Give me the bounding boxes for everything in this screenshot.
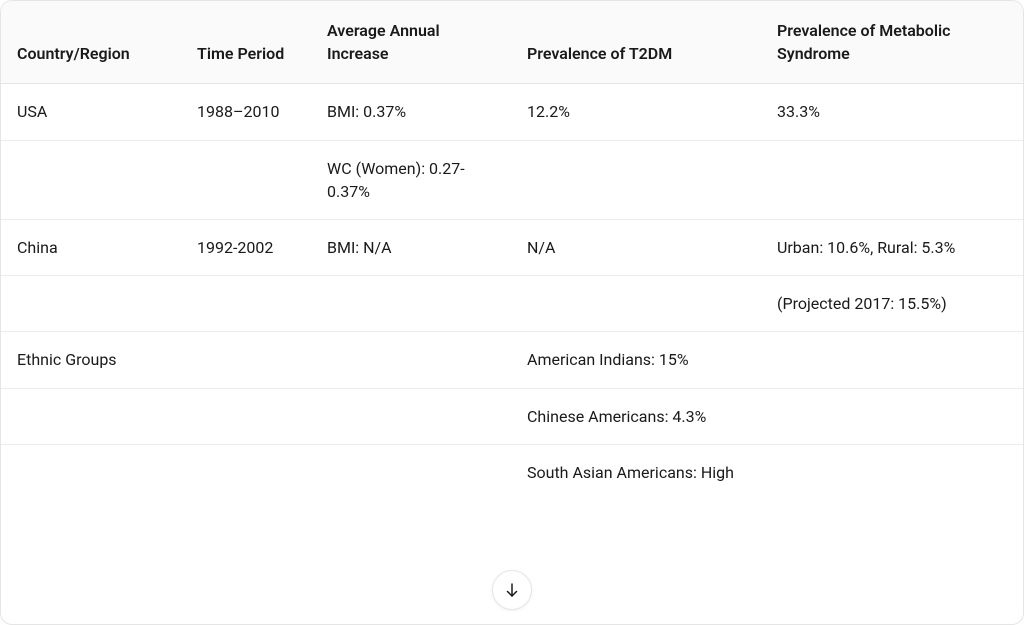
- cell-country: [1, 444, 181, 500]
- cell-country: [1, 140, 181, 219]
- cell-t2dm: American Indians: 15%: [511, 332, 761, 388]
- table-row: Chinese Americans: 4.3%: [1, 388, 1024, 444]
- cell-increase: [311, 332, 511, 388]
- cell-metsyn: 33.3%: [761, 84, 1024, 140]
- cell-country: Ethnic Groups: [1, 332, 181, 388]
- col-header-metsyn: Prevalence of Metabolic Syndrome: [761, 1, 1024, 84]
- table-row: WC (Women): 0.27-0.37%: [1, 140, 1024, 219]
- cell-metsyn: [761, 444, 1024, 500]
- table-row: South Asian Americans: High: [1, 444, 1024, 500]
- table-row: Ethnic Groups American Indians: 15%: [1, 332, 1024, 388]
- table-row: China 1992-2002 BMI: N/A N/A Urban: 10.6…: [1, 219, 1024, 275]
- cell-t2dm: N/A: [511, 219, 761, 275]
- cell-t2dm: Chinese Americans: 4.3%: [511, 388, 761, 444]
- cell-period: 1988–2010: [181, 84, 311, 140]
- col-header-country: Country/Region: [1, 1, 181, 84]
- col-header-increase: Average Annual Increase: [311, 1, 511, 84]
- cell-period: [181, 388, 311, 444]
- cell-period: [181, 276, 311, 332]
- cell-metsyn: [761, 140, 1024, 219]
- arrow-down-icon: [503, 581, 521, 599]
- table-card: Country/Region Time Period Average Annua…: [0, 0, 1024, 625]
- table-row: USA 1988–2010 BMI: 0.37% 12.2% 33.3%: [1, 84, 1024, 140]
- cell-country: [1, 388, 181, 444]
- cell-country: [1, 276, 181, 332]
- col-header-t2dm: Prevalence of T2DM: [511, 1, 761, 84]
- cell-increase: [311, 388, 511, 444]
- cell-t2dm: 12.2%: [511, 84, 761, 140]
- cell-increase: BMI: N/A: [311, 219, 511, 275]
- table-row: (Projected 2017: 15.5%): [1, 276, 1024, 332]
- cell-t2dm: South Asian Americans: High: [511, 444, 761, 500]
- cell-country: China: [1, 219, 181, 275]
- cell-period: 1992-2002: [181, 219, 311, 275]
- table-header-row: Country/Region Time Period Average Annua…: [1, 1, 1024, 84]
- cell-country: USA: [1, 84, 181, 140]
- cell-increase: [311, 444, 511, 500]
- cell-increase: BMI: 0.37%: [311, 84, 511, 140]
- cell-metsyn: (Projected 2017: 15.5%): [761, 276, 1024, 332]
- cell-metsyn: [761, 388, 1024, 444]
- scroll-down-button[interactable]: [492, 570, 532, 610]
- data-table: Country/Region Time Period Average Annua…: [1, 1, 1024, 500]
- cell-increase: [311, 276, 511, 332]
- cell-increase: WC (Women): 0.27-0.37%: [311, 140, 511, 219]
- cell-period: [181, 332, 311, 388]
- col-header-period: Time Period: [181, 1, 311, 84]
- cell-t2dm: [511, 140, 761, 219]
- cell-metsyn: Urban: 10.6%, Rural: 5.3%: [761, 219, 1024, 275]
- cell-period: [181, 444, 311, 500]
- cell-period: [181, 140, 311, 219]
- cell-metsyn: [761, 332, 1024, 388]
- cell-t2dm: [511, 276, 761, 332]
